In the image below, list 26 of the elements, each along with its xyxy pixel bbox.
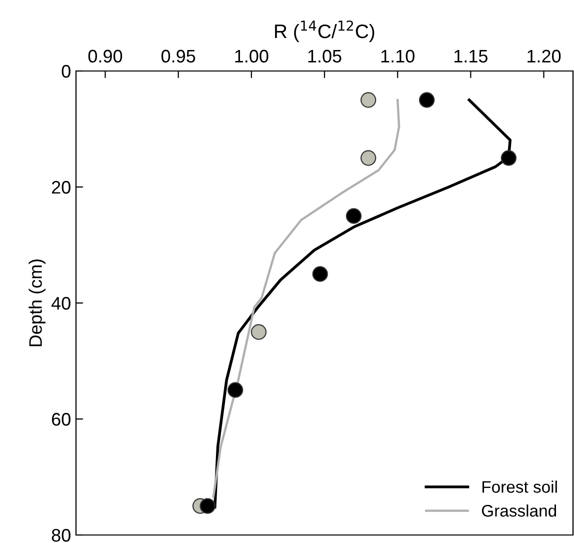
point xyxy=(360,150,376,166)
legend-label: Forest soil xyxy=(482,480,557,493)
y-axis-title: Depth (cm) xyxy=(28,259,46,346)
y-tick-label: 0 xyxy=(62,64,70,78)
x-tick-label: 0.90 xyxy=(88,50,122,63)
x-tick-label: 1.05 xyxy=(308,50,342,63)
x-tick-label: 1.00 xyxy=(235,50,268,63)
legend-label: Grassland xyxy=(482,504,556,517)
x-tick-label: 1.15 xyxy=(454,50,488,63)
point xyxy=(418,92,435,108)
point xyxy=(250,324,267,340)
y-tick-label: 60 xyxy=(52,412,70,426)
y-tick-label: 20 xyxy=(52,180,70,194)
x-tick-label: 1.10 xyxy=(381,50,414,63)
line-series xyxy=(212,98,400,498)
point xyxy=(312,266,328,282)
x-tick-label: 0.95 xyxy=(161,50,196,63)
x-axis-title: R ($^{14}$C/$^{12}$C) xyxy=(275,20,374,42)
point xyxy=(500,150,517,166)
point xyxy=(200,498,216,514)
y-tick-label: 40 xyxy=(51,296,70,310)
point xyxy=(227,382,244,398)
point xyxy=(346,208,362,224)
point xyxy=(360,92,376,108)
y-tick-label: 80 xyxy=(52,528,70,542)
x-tick-label: 1.20 xyxy=(528,50,561,63)
